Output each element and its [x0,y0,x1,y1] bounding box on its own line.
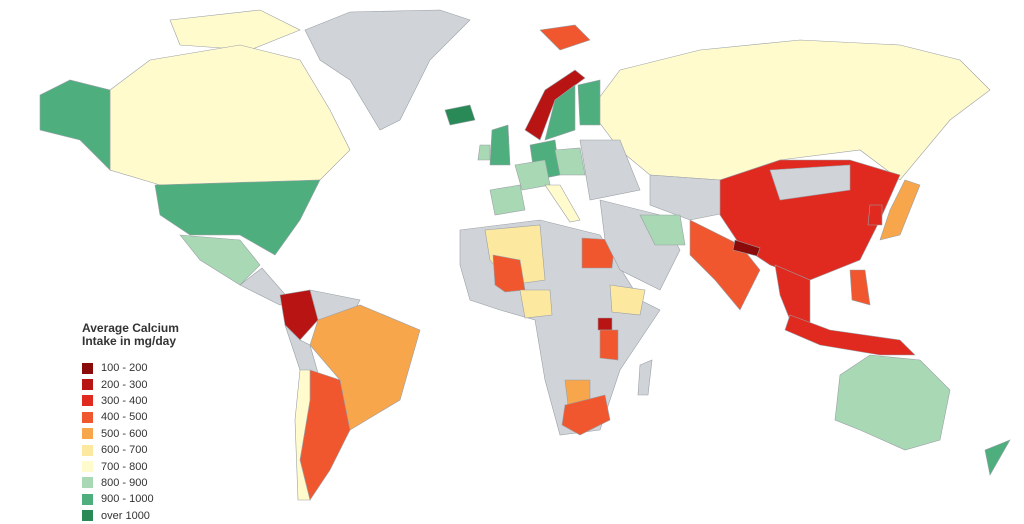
country [984,439,1011,476]
legend-label: 500 - 600 [101,427,148,440]
country [154,179,321,256]
country [639,214,686,246]
legend-item: 100 - 200 [82,360,202,376]
legend-label: 300 - 400 [101,394,148,407]
legend-item: 500 - 600 [82,426,202,442]
country [39,79,111,171]
legend: Average Calcium Intake in mg/day 100 - 2… [82,322,202,524]
legend-swatch [82,362,93,374]
country [179,234,261,286]
legend-swatch [82,395,93,407]
country [109,44,351,186]
country [732,239,761,257]
legend-label: 200 - 300 [101,378,148,391]
legend-swatch [82,461,93,473]
legend-label: over 1000 [101,509,150,522]
country [599,329,619,361]
country [554,147,586,176]
country [477,144,491,161]
legend-item: 600 - 700 [82,442,202,458]
country [492,254,526,293]
country [609,284,646,316]
legend-swatch [82,379,93,391]
country [169,9,301,51]
legend-item: 700 - 800 [82,458,202,474]
country [719,159,901,281]
country [879,179,921,241]
legend-item: 200 - 300 [82,376,202,392]
country [597,317,613,331]
legend-swatch [82,510,93,522]
legend-items: 100 - 200 200 - 300 300 - 400 400 - 500 500 … [82,360,202,524]
legend-item: 400 - 500 [82,409,202,425]
country [544,84,576,141]
legend-label: 700 - 800 [101,460,148,473]
country [561,394,611,436]
country [544,184,581,223]
country [489,124,511,166]
legend-swatch [82,411,93,423]
country [304,9,471,131]
legend-item: over 1000 [82,508,202,524]
country [581,237,616,269]
legend-label: 900 - 1000 [101,493,154,506]
legend-label: 400 - 500 [101,411,148,424]
legend-label: 100 - 200 [101,362,148,375]
legend-label: 600 - 700 [101,444,148,457]
country [867,204,883,226]
country [579,139,641,201]
legend-title: Average Calcium Intake in mg/day [82,321,179,348]
country [309,304,421,431]
country [769,164,851,201]
country [519,289,553,319]
country [489,184,526,216]
country [637,359,653,396]
country [444,104,476,126]
country [279,289,319,341]
country [284,324,321,381]
country [834,354,951,451]
country [577,79,601,126]
legend-swatch [82,428,93,440]
country [589,39,991,181]
country [539,24,591,51]
legend-swatch [82,493,93,505]
country [649,174,741,221]
legend-swatch [82,444,93,456]
legend-item: 900 - 1000 [82,491,202,507]
country [524,69,586,141]
country [849,269,871,306]
legend-label: 800 - 900 [101,476,148,489]
country [294,369,311,501]
country [784,314,916,356]
legend-item: 300 - 400 [82,393,202,409]
legend-item: 800 - 900 [82,475,202,491]
legend-swatch [82,477,93,489]
